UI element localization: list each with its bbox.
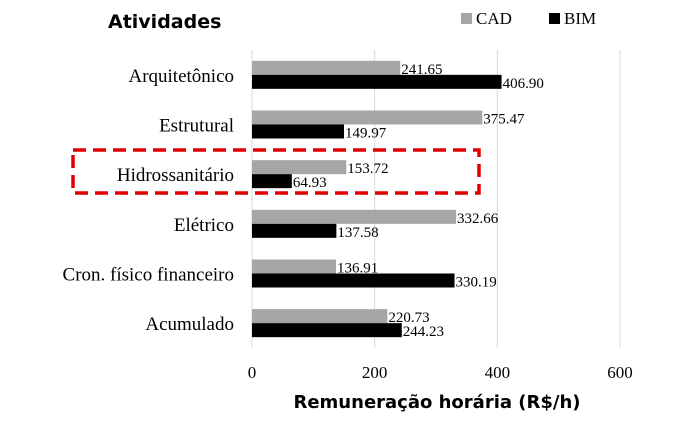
data-label: 330.19 <box>456 275 497 291</box>
grid-lines <box>251 50 621 348</box>
data-labels: 241.65 406.90 375.47 149.97 153.72 64.93 332.6… <box>293 62 544 340</box>
bars <box>252 60 502 338</box>
bar-bim <box>252 174 292 189</box>
bar-cad <box>252 160 347 175</box>
data-label: 241.65 <box>401 62 442 78</box>
data-label: 244.23 <box>403 324 444 340</box>
data-label: 375.47 <box>483 112 525 128</box>
data-label: 137.58 <box>337 225 378 241</box>
x-tick-label: 0 <box>248 363 257 382</box>
legend: CAD BIM <box>461 9 596 28</box>
category-label: Elétrico <box>174 215 234 236</box>
bar-bim <box>252 323 402 338</box>
data-label: 220.73 <box>388 310 429 326</box>
bar-cad <box>252 309 388 324</box>
data-label: 64.93 <box>293 175 327 191</box>
legend-swatch-cad <box>461 13 472 24</box>
data-label: 136.91 <box>337 261 378 277</box>
x-tick-label: 200 <box>362 363 388 382</box>
legend-label-cad: CAD <box>476 9 512 28</box>
bar-bim <box>252 273 455 288</box>
category-label: Cron. físico financeiro <box>63 265 234 286</box>
category-label: Acumulado <box>145 314 234 335</box>
bar-bim <box>252 223 337 238</box>
bar-bim <box>252 124 344 139</box>
x-tick-label: 400 <box>485 363 511 382</box>
bar-cad <box>252 259 336 274</box>
x-tick-labels: 0 200 400 600 <box>248 363 633 382</box>
chart-title: Atividades <box>108 11 221 33</box>
category-labels: Arquitetônico Estrutural Hidrossanitário El… <box>63 66 234 335</box>
x-tick-label: 600 <box>607 363 633 382</box>
category-label: Arquitetônico <box>128 66 234 87</box>
bar-cad <box>252 60 401 75</box>
bar-cad <box>252 209 457 224</box>
legend-swatch-bim <box>549 13 560 24</box>
data-label: 332.66 <box>457 211 499 227</box>
legend-label-bim: BIM <box>564 9 596 28</box>
data-label: 149.97 <box>345 126 387 142</box>
category-label: Hidrossanitário <box>117 165 234 186</box>
data-label: 153.72 <box>347 161 388 177</box>
data-label: 406.90 <box>503 76 544 92</box>
x-axis-title: Remuneração horária (R$/h) <box>293 392 580 413</box>
category-label: Estrutural <box>159 116 234 137</box>
bar-cad <box>252 110 483 125</box>
bar-bim <box>252 74 502 89</box>
highlight-box <box>71 148 481 195</box>
